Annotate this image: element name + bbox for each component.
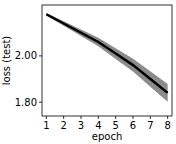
x-tick-label: 5 bbox=[112, 120, 118, 131]
x-tick-label: 4 bbox=[95, 120, 101, 131]
x-axis-label: epoch bbox=[92, 131, 122, 142]
x-tick bbox=[63, 116, 64, 119]
error-band bbox=[46, 13, 167, 102]
chart: 12 345 678 1.80 2.00 epoch loss (test) bbox=[0, 0, 176, 144]
x-tick bbox=[115, 116, 116, 119]
y-tick bbox=[39, 102, 42, 103]
y-tick-label: 1.80 bbox=[15, 97, 37, 108]
x-tick-label: 3 bbox=[78, 120, 84, 131]
x-tick bbox=[98, 116, 99, 119]
x-tick-label: 1 bbox=[43, 120, 49, 131]
plot-area bbox=[46, 13, 167, 102]
x-tick bbox=[167, 116, 168, 119]
y-tick bbox=[39, 55, 42, 56]
x-tick bbox=[150, 116, 151, 119]
x-tick bbox=[46, 116, 47, 119]
frame bbox=[42, 5, 172, 116]
x-tick-label: 8 bbox=[164, 120, 170, 131]
y-axis-label: loss (test) bbox=[1, 36, 12, 86]
x-tick-label: 6 bbox=[130, 120, 136, 131]
x-tick-label: 7 bbox=[147, 120, 153, 131]
x-tick bbox=[81, 116, 82, 119]
y-tick-label: 2.00 bbox=[15, 50, 37, 61]
line bbox=[46, 14, 167, 93]
x-tick bbox=[133, 116, 134, 119]
x-tick-label: 2 bbox=[60, 120, 66, 131]
